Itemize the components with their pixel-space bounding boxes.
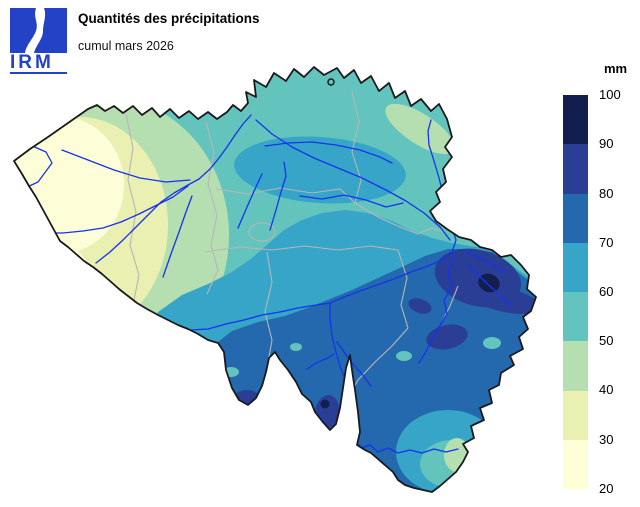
river-ambleve bbox=[466, 263, 512, 307]
baarle-hertog-enclave bbox=[327, 78, 335, 86]
river-senne bbox=[237, 173, 263, 229]
legend-band-30-40 bbox=[563, 390, 588, 440]
river-dender bbox=[162, 195, 193, 278]
irm-logo-text: IRM bbox=[10, 53, 67, 74]
zone-50-60-spot-west bbox=[290, 343, 302, 351]
legend-tick-70: 70 bbox=[599, 235, 614, 250]
legend-tick-50: 50 bbox=[599, 333, 614, 348]
zone-50-60-spot-east bbox=[483, 337, 501, 349]
belgium-border bbox=[13, 66, 537, 493]
kempen-canal bbox=[264, 141, 393, 164]
legend-band-80-90 bbox=[563, 144, 588, 194]
legend-tick-20: 20 bbox=[599, 481, 614, 496]
legend-tick-60: 60 bbox=[599, 284, 614, 299]
province-borders bbox=[125, 91, 459, 397]
zone-40-50-northeast bbox=[385, 103, 455, 155]
legend-band-60-70 bbox=[563, 242, 588, 292]
legend-band-90-100 bbox=[563, 95, 588, 145]
brussels-region-border bbox=[248, 222, 276, 242]
irm-logo-icon bbox=[10, 8, 67, 53]
zone-90-100-core-south bbox=[320, 399, 330, 409]
river-lys bbox=[42, 185, 189, 234]
river-vesdre bbox=[465, 251, 505, 273]
river-sambre bbox=[171, 302, 331, 335]
zone-60-70-kempen bbox=[234, 136, 406, 204]
river-lesse bbox=[336, 341, 372, 387]
zone-50-60-spot-center bbox=[396, 351, 412, 361]
zone-80-90-small bbox=[408, 298, 432, 314]
legend-tick-30: 30 bbox=[599, 432, 614, 447]
river-dyle bbox=[269, 161, 287, 231]
legend-band-40-50 bbox=[563, 341, 588, 391]
legend-band-20-30 bbox=[563, 439, 588, 489]
legend-tick-40: 40 bbox=[599, 382, 614, 397]
albert-canal bbox=[255, 119, 451, 241]
page-subtitle: cumul mars 2026 bbox=[78, 39, 174, 53]
legend-tick-100: 100 bbox=[599, 87, 621, 102]
legend-colorbar bbox=[563, 95, 588, 489]
river-meuse bbox=[329, 119, 457, 399]
river-demer bbox=[299, 194, 404, 208]
river-viroin bbox=[306, 353, 335, 370]
legend-band-70-80 bbox=[563, 193, 588, 243]
legend-tick-80: 80 bbox=[599, 186, 614, 201]
river-ourthe bbox=[418, 257, 456, 364]
zone-20-30-south-flanders bbox=[14, 240, 94, 336]
zone-90-100-core-east bbox=[478, 273, 500, 293]
page-title: Quantités des précipitations bbox=[78, 11, 260, 26]
legend-band-50-60 bbox=[563, 292, 588, 342]
legend-unit-label: mm bbox=[604, 61, 628, 76]
legend-tick-90: 90 bbox=[599, 136, 614, 151]
canal-ghent bbox=[61, 149, 191, 183]
river-scheldt bbox=[95, 114, 252, 264]
irm-logo: IRM bbox=[10, 8, 67, 74]
